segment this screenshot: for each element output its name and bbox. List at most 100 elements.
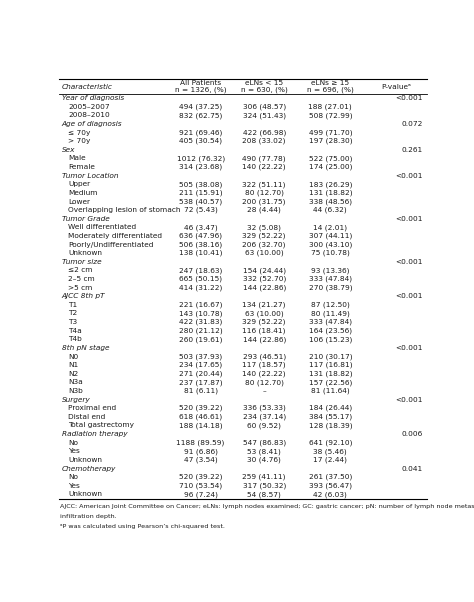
Text: Yes: Yes: [68, 483, 80, 489]
Text: <0.001: <0.001: [395, 397, 423, 403]
Text: 80 (11.49): 80 (11.49): [311, 310, 350, 317]
Text: 143 (10.78): 143 (10.78): [179, 310, 222, 317]
Text: 414 (31.22): 414 (31.22): [179, 284, 222, 291]
Text: Unknown: Unknown: [68, 457, 102, 463]
Text: 54 (8.57): 54 (8.57): [247, 491, 281, 498]
Text: <0.001: <0.001: [395, 95, 423, 101]
Text: 188 (14.18): 188 (14.18): [179, 422, 222, 429]
Text: Characteristic: Characteristic: [62, 84, 113, 90]
Text: Upper: Upper: [68, 181, 90, 187]
Text: 237 (17.87): 237 (17.87): [179, 379, 222, 386]
Text: Yes: Yes: [68, 448, 80, 455]
Text: 2008–2010: 2008–2010: [68, 113, 110, 119]
Text: N1: N1: [68, 362, 78, 368]
Text: Tumor Grade: Tumor Grade: [62, 216, 109, 222]
Text: –: –: [262, 388, 266, 394]
Text: P-valueᵃ: P-valueᵃ: [382, 84, 411, 90]
Text: 665 (50.15): 665 (50.15): [179, 276, 222, 282]
Text: N2: N2: [68, 371, 78, 377]
Text: 154 (24.44): 154 (24.44): [243, 267, 286, 274]
Text: 164 (23.56): 164 (23.56): [309, 327, 352, 334]
Text: 157 (22.56): 157 (22.56): [309, 379, 352, 386]
Text: T4a: T4a: [68, 327, 82, 334]
Text: 44 (6.32): 44 (6.32): [313, 207, 347, 213]
Text: 271 (20.44): 271 (20.44): [179, 371, 222, 377]
Text: 547 (86.83): 547 (86.83): [243, 439, 286, 446]
Text: Chemotherapy: Chemotherapy: [62, 465, 116, 471]
Text: 1188 (89.59): 1188 (89.59): [176, 439, 225, 446]
Text: 333 (47.84): 333 (47.84): [309, 319, 352, 325]
Text: 506 (38.16): 506 (38.16): [179, 241, 222, 248]
Text: 128 (18.39): 128 (18.39): [309, 422, 352, 429]
Text: 0.261: 0.261: [401, 147, 423, 153]
Text: 393 (56.47): 393 (56.47): [309, 483, 352, 489]
Text: 333 (47.84): 333 (47.84): [309, 276, 352, 282]
Text: 134 (21.27): 134 (21.27): [243, 302, 286, 308]
Text: 336 (53.33): 336 (53.33): [243, 405, 286, 412]
Text: No: No: [68, 439, 78, 445]
Text: 520 (39.22): 520 (39.22): [179, 474, 222, 480]
Text: N3a: N3a: [68, 379, 83, 385]
Text: N0: N0: [68, 353, 78, 359]
Text: infiltration depth.: infiltration depth.: [60, 515, 117, 520]
Text: Tumor size: Tumor size: [62, 259, 101, 265]
Text: T1: T1: [68, 302, 77, 308]
Text: 270 (38.79): 270 (38.79): [309, 284, 352, 291]
Text: Poorly/Undifferentiated: Poorly/Undifferentiated: [68, 241, 154, 247]
Text: 17 (2.44): 17 (2.44): [313, 457, 347, 463]
Text: <0.001: <0.001: [395, 293, 423, 299]
Text: 32 (5.08): 32 (5.08): [247, 224, 281, 231]
Text: 210 (30.17): 210 (30.17): [309, 353, 352, 360]
Text: 117 (18.57): 117 (18.57): [242, 362, 286, 368]
Text: 306 (48.57): 306 (48.57): [243, 104, 286, 110]
Text: 197 (28.30): 197 (28.30): [309, 138, 352, 144]
Text: Proximal end: Proximal end: [68, 405, 116, 411]
Text: 117 (16.81): 117 (16.81): [309, 362, 352, 368]
Text: 307 (44.11): 307 (44.11): [309, 233, 352, 239]
Text: 324 (51.43): 324 (51.43): [243, 112, 286, 119]
Text: 505 (38.08): 505 (38.08): [179, 181, 222, 188]
Text: 508 (72.99): 508 (72.99): [309, 112, 352, 119]
Text: 322 (51.11): 322 (51.11): [243, 181, 286, 188]
Text: 72 (5.43): 72 (5.43): [184, 207, 218, 213]
Text: Year of diagnosis: Year of diagnosis: [62, 95, 124, 101]
Text: 131 (18.82): 131 (18.82): [309, 371, 352, 377]
Text: AJCC 8th pT: AJCC 8th pT: [62, 293, 105, 299]
Text: Total gastrectomy: Total gastrectomy: [68, 423, 134, 429]
Text: Surgery: Surgery: [62, 397, 91, 403]
Text: 490 (77.78): 490 (77.78): [242, 155, 286, 162]
Text: 96 (7.24): 96 (7.24): [184, 491, 218, 498]
Text: 259 (41.11): 259 (41.11): [243, 474, 286, 480]
Text: Tumor Location: Tumor Location: [62, 173, 118, 179]
Text: 28 (4.44): 28 (4.44): [247, 207, 281, 213]
Text: 422 (66.98): 422 (66.98): [243, 129, 286, 136]
Text: 81 (11.64): 81 (11.64): [311, 388, 350, 394]
Text: T2: T2: [68, 311, 77, 317]
Text: 138 (10.41): 138 (10.41): [179, 250, 222, 256]
Text: 14 (2.01): 14 (2.01): [313, 224, 347, 231]
Text: <0.001: <0.001: [395, 259, 423, 265]
Text: 260 (19.61): 260 (19.61): [179, 336, 222, 343]
Text: Unknown: Unknown: [68, 250, 102, 256]
Text: 200 (31.75): 200 (31.75): [243, 198, 286, 205]
Text: 42 (6.03): 42 (6.03): [313, 491, 347, 498]
Text: 63 (10.00): 63 (10.00): [245, 310, 283, 317]
Text: 921 (69.46): 921 (69.46): [179, 129, 222, 136]
Text: 63 (10.00): 63 (10.00): [245, 250, 283, 256]
Text: Lower: Lower: [68, 199, 90, 205]
Text: 140 (22.22): 140 (22.22): [242, 164, 286, 170]
Text: 329 (52.22): 329 (52.22): [243, 319, 286, 325]
Text: 234 (37.14): 234 (37.14): [243, 414, 286, 420]
Text: Unknown: Unknown: [68, 491, 102, 497]
Text: >5 cm: >5 cm: [68, 285, 92, 291]
Text: <0.001: <0.001: [395, 216, 423, 222]
Text: Male: Male: [68, 155, 86, 161]
Text: 183 (26.29): 183 (26.29): [309, 181, 352, 188]
Text: 261 (37.50): 261 (37.50): [309, 474, 352, 480]
Text: 494 (37.25): 494 (37.25): [179, 104, 222, 110]
Text: 329 (52.22): 329 (52.22): [243, 233, 286, 239]
Text: 234 (17.65): 234 (17.65): [179, 362, 222, 368]
Text: 221 (16.67): 221 (16.67): [179, 302, 222, 308]
Text: 520 (39.22): 520 (39.22): [179, 405, 222, 412]
Text: 81 (6.11): 81 (6.11): [183, 388, 218, 394]
